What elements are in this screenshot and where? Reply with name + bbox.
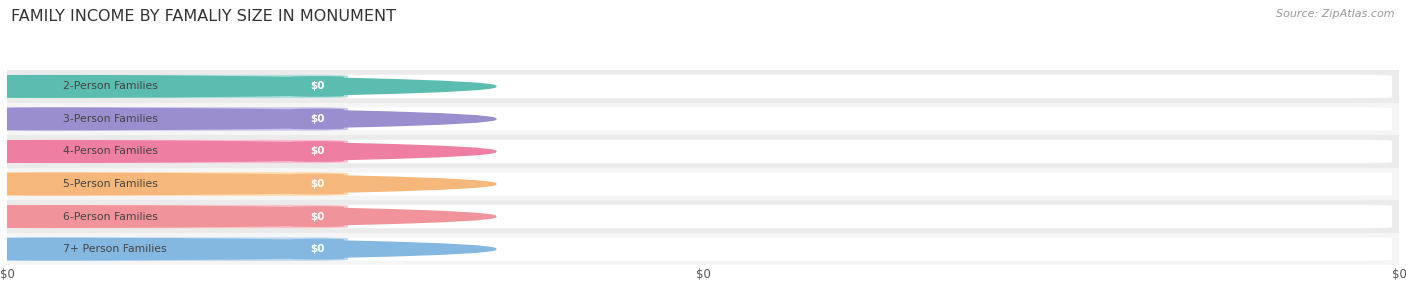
Text: 6-Person Families: 6-Person Families <box>63 212 157 221</box>
FancyBboxPatch shape <box>291 76 344 97</box>
Text: $0: $0 <box>311 244 325 254</box>
Circle shape <box>0 238 496 260</box>
Text: 7+ Person Families: 7+ Person Families <box>63 244 166 254</box>
FancyBboxPatch shape <box>10 205 1392 228</box>
Text: 4-Person Families: 4-Person Families <box>63 146 157 156</box>
FancyBboxPatch shape <box>10 75 349 98</box>
Text: $0: $0 <box>311 114 325 124</box>
FancyBboxPatch shape <box>10 75 1392 98</box>
FancyBboxPatch shape <box>10 140 349 163</box>
FancyBboxPatch shape <box>10 172 349 196</box>
FancyBboxPatch shape <box>0 103 1406 135</box>
Text: $0: $0 <box>311 212 325 221</box>
Circle shape <box>0 108 496 130</box>
Text: $0: $0 <box>311 179 325 189</box>
Text: Source: ZipAtlas.com: Source: ZipAtlas.com <box>1277 9 1395 19</box>
FancyBboxPatch shape <box>10 237 349 261</box>
FancyBboxPatch shape <box>291 239 344 260</box>
Text: $0: $0 <box>311 146 325 156</box>
FancyBboxPatch shape <box>10 107 349 131</box>
FancyBboxPatch shape <box>10 237 1392 261</box>
Text: 2-Person Families: 2-Person Families <box>63 81 157 92</box>
FancyBboxPatch shape <box>10 205 349 228</box>
Circle shape <box>0 141 496 162</box>
Text: 3-Person Families: 3-Person Families <box>63 114 157 124</box>
Circle shape <box>0 76 496 97</box>
Text: 5-Person Families: 5-Person Families <box>63 179 157 189</box>
FancyBboxPatch shape <box>10 172 1392 196</box>
Circle shape <box>0 206 496 227</box>
FancyBboxPatch shape <box>10 140 1392 163</box>
FancyBboxPatch shape <box>0 200 1406 233</box>
FancyBboxPatch shape <box>0 70 1406 103</box>
Text: $0: $0 <box>311 81 325 92</box>
FancyBboxPatch shape <box>291 109 344 129</box>
FancyBboxPatch shape <box>0 135 1406 168</box>
FancyBboxPatch shape <box>0 233 1406 265</box>
FancyBboxPatch shape <box>291 206 344 227</box>
FancyBboxPatch shape <box>291 141 344 162</box>
FancyBboxPatch shape <box>291 174 344 194</box>
FancyBboxPatch shape <box>0 168 1406 200</box>
FancyBboxPatch shape <box>10 107 1392 131</box>
Circle shape <box>0 173 496 195</box>
Text: FAMILY INCOME BY FAMALIY SIZE IN MONUMENT: FAMILY INCOME BY FAMALIY SIZE IN MONUMEN… <box>11 9 396 24</box>
